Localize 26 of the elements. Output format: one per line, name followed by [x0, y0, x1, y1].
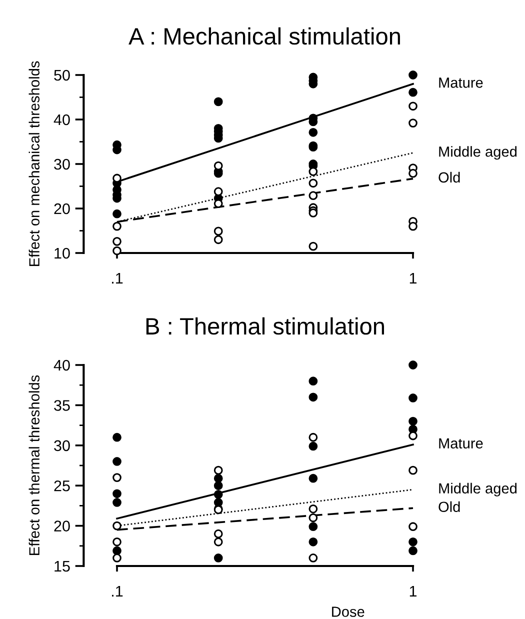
y-tick-label: 10 [54, 248, 70, 259]
y-tick-label: 20 [54, 520, 70, 532]
y-tick-label: 35 [54, 400, 70, 411]
chart-title: A : Mechanical stimulation [128, 27, 400, 45]
y-tick-label: 30 [54, 440, 70, 452]
y-tick-label: 20 [54, 203, 70, 214]
x-tick-label: .1 [112, 273, 123, 284]
series-label: Old [438, 172, 460, 183]
series-label: Middle aged [439, 482, 517, 496]
chart-title: B : Thermal stimulation [146, 317, 384, 335]
series-label: Mature [439, 438, 483, 449]
x-tick-label: 1 [410, 586, 417, 597]
y-tick-label: 15 [54, 561, 70, 572]
y-tick-label: 40 [54, 360, 70, 371]
x-tick-label: .1 [112, 586, 123, 597]
y-tick-label: 30 [54, 158, 70, 170]
y-axis-title: Effect on mechanical thresholds [28, 61, 40, 266]
x-axis-title: Dose [332, 606, 364, 617]
y-tick-label: 40 [54, 114, 70, 126]
series-label: Old [438, 501, 460, 512]
y-tick-label: 50 [54, 70, 70, 81]
y-tick-label: 25 [54, 480, 70, 492]
y-axis-title: Effect on thermal thresholds [28, 375, 40, 555]
x-tick-label: 1 [410, 273, 417, 284]
series-label: Mature [439, 78, 483, 88]
series-label: Middle aged [439, 146, 517, 160]
